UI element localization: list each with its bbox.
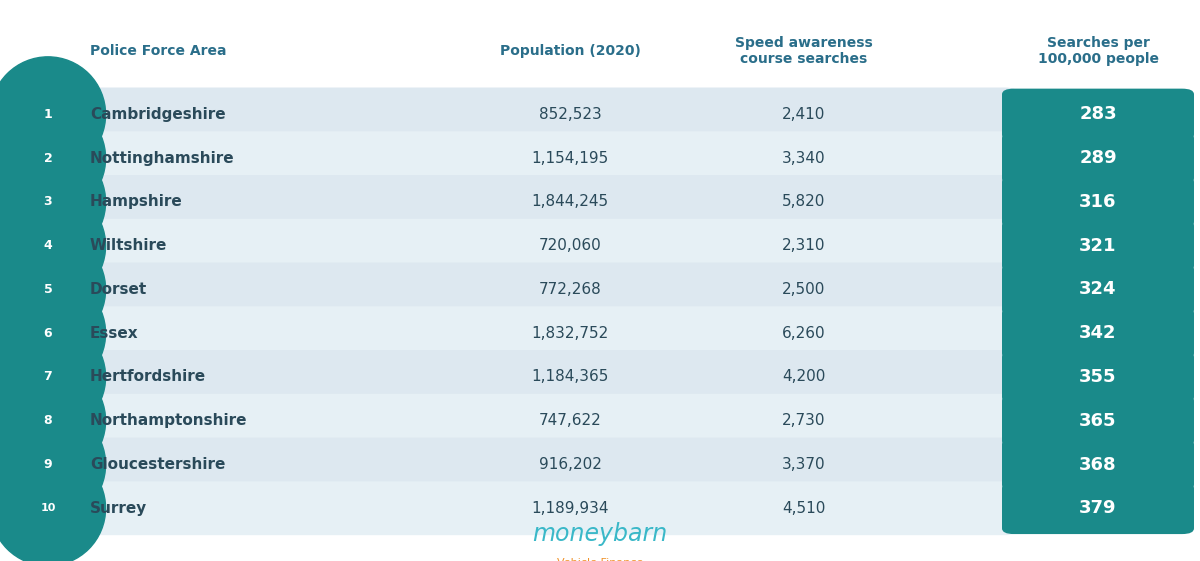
FancyBboxPatch shape xyxy=(1002,132,1194,184)
Ellipse shape xyxy=(0,407,106,522)
FancyBboxPatch shape xyxy=(0,306,1019,360)
Text: Hampshire: Hampshire xyxy=(90,195,182,209)
Text: 1,832,752: 1,832,752 xyxy=(532,326,608,341)
Text: 852,523: 852,523 xyxy=(539,107,601,122)
Text: Gloucestershire: Gloucestershire xyxy=(90,457,226,472)
Text: 2: 2 xyxy=(43,151,53,165)
FancyBboxPatch shape xyxy=(0,350,1019,404)
Text: 5: 5 xyxy=(43,283,53,296)
FancyBboxPatch shape xyxy=(0,175,1019,229)
Text: 3,370: 3,370 xyxy=(782,457,826,472)
Text: 6: 6 xyxy=(43,327,53,340)
Ellipse shape xyxy=(0,188,106,304)
FancyBboxPatch shape xyxy=(0,481,1019,535)
Ellipse shape xyxy=(0,450,106,561)
Text: 365: 365 xyxy=(1079,412,1117,430)
Text: 1,844,245: 1,844,245 xyxy=(532,195,608,209)
Text: 3,340: 3,340 xyxy=(782,151,826,165)
Text: 10: 10 xyxy=(41,503,55,513)
Text: 342: 342 xyxy=(1079,324,1117,342)
Ellipse shape xyxy=(0,232,106,347)
FancyBboxPatch shape xyxy=(0,219,1019,273)
Text: Northamptonshire: Northamptonshire xyxy=(90,413,247,428)
Text: Dorset: Dorset xyxy=(90,282,148,297)
Text: 5,820: 5,820 xyxy=(782,195,826,209)
FancyBboxPatch shape xyxy=(0,263,1019,316)
Text: 4: 4 xyxy=(43,239,53,252)
Text: 8: 8 xyxy=(43,414,53,427)
FancyBboxPatch shape xyxy=(0,88,1019,141)
Text: 2,410: 2,410 xyxy=(782,107,826,122)
Ellipse shape xyxy=(0,275,106,391)
Ellipse shape xyxy=(0,363,106,479)
Text: Wiltshire: Wiltshire xyxy=(90,238,167,253)
FancyBboxPatch shape xyxy=(1002,220,1194,272)
Text: 1: 1 xyxy=(43,108,53,121)
Text: 720,060: 720,060 xyxy=(539,238,601,253)
FancyBboxPatch shape xyxy=(0,394,1019,448)
Text: 747,622: 747,622 xyxy=(539,413,601,428)
FancyBboxPatch shape xyxy=(1002,264,1194,315)
Ellipse shape xyxy=(0,57,106,172)
FancyBboxPatch shape xyxy=(1002,176,1194,228)
FancyBboxPatch shape xyxy=(1002,439,1194,490)
Text: Cambridgeshire: Cambridgeshire xyxy=(90,107,226,122)
FancyBboxPatch shape xyxy=(1002,307,1194,359)
FancyBboxPatch shape xyxy=(0,438,1019,491)
Text: 4,510: 4,510 xyxy=(782,501,826,516)
FancyBboxPatch shape xyxy=(0,131,1019,185)
Text: 1,189,934: 1,189,934 xyxy=(532,501,608,516)
Text: 6,260: 6,260 xyxy=(782,326,826,341)
FancyBboxPatch shape xyxy=(1002,395,1194,447)
Text: moneybarn: moneybarn xyxy=(533,522,667,546)
Text: 368: 368 xyxy=(1079,456,1117,473)
Text: 916,202: 916,202 xyxy=(539,457,601,472)
Text: 3: 3 xyxy=(43,195,53,209)
Text: 321: 321 xyxy=(1079,237,1117,255)
Text: Surrey: Surrey xyxy=(90,501,148,516)
Text: 4,200: 4,200 xyxy=(782,370,826,384)
Text: 324: 324 xyxy=(1079,280,1117,298)
Text: Population (2020): Population (2020) xyxy=(499,44,641,58)
Text: 316: 316 xyxy=(1079,193,1117,211)
Text: 379: 379 xyxy=(1079,499,1117,517)
FancyBboxPatch shape xyxy=(1002,482,1194,534)
Text: 772,268: 772,268 xyxy=(539,282,601,297)
FancyBboxPatch shape xyxy=(1002,89,1194,140)
Text: 355: 355 xyxy=(1079,368,1117,386)
Ellipse shape xyxy=(0,100,106,216)
Text: 9: 9 xyxy=(43,458,53,471)
Text: Police Force Area: Police Force Area xyxy=(90,44,227,58)
Text: Vehicle Finance: Vehicle Finance xyxy=(557,558,643,561)
Text: Essex: Essex xyxy=(90,326,139,341)
Text: Nottinghamshire: Nottinghamshire xyxy=(90,151,235,165)
Text: 2,730: 2,730 xyxy=(782,413,826,428)
Text: 2,500: 2,500 xyxy=(782,282,826,297)
Text: 289: 289 xyxy=(1079,149,1117,167)
Ellipse shape xyxy=(0,319,106,435)
Text: Searches per
100,000 people: Searches per 100,000 people xyxy=(1038,36,1158,66)
Text: 2,310: 2,310 xyxy=(782,238,826,253)
Text: 1,154,195: 1,154,195 xyxy=(532,151,608,165)
Text: 1,184,365: 1,184,365 xyxy=(532,370,608,384)
FancyBboxPatch shape xyxy=(1002,351,1194,403)
Text: 7: 7 xyxy=(43,370,53,384)
Text: 283: 283 xyxy=(1079,105,1117,123)
Text: Speed awareness
course searches: Speed awareness course searches xyxy=(736,36,872,66)
Ellipse shape xyxy=(0,144,106,260)
Text: Hertfordshire: Hertfordshire xyxy=(90,370,206,384)
